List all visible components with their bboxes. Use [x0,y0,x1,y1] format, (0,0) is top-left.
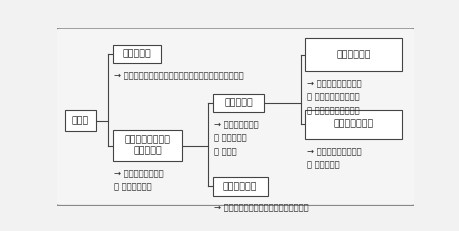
Text: → 医療行為により: → 医療行為により [213,120,258,129]
Text: おそれがある廃棄物: おそれがある廃棄物 [306,106,358,115]
FancyBboxPatch shape [55,28,415,206]
Text: 非医療廃棄物: 非医療廃棄物 [223,182,257,191]
Text: → 住居と一緒の診療所等で、家庭から排出された廃棄物: → 住居と一緒の診療所等で、家庭から排出された廃棄物 [114,71,243,80]
Text: 廃棄物: 廃棄物 [213,147,236,156]
Text: 生じた廃棄物: 生じた廃棄物 [114,182,151,191]
Text: → 感染性廃棄物以外の: → 感染性廃棄物以外の [306,147,360,156]
Text: → 人の健康または生活: → 人の健康または生活 [306,79,360,88]
Text: 医療廃棄物: 医療廃棄物 [306,160,339,169]
Bar [212,177,267,196]
Text: 家庭廃棄物: 家庭廃棄物 [122,49,151,58]
Bar [305,109,401,139]
Text: 非感染性廃棄物: 非感染性廃棄物 [332,120,373,129]
Bar [305,38,401,71]
Text: → 事業活動に伴って: → 事業活動に伴って [114,169,163,178]
Text: 事業系一般廃棄物: 事業系一般廃棄物 [124,135,170,144]
Bar [112,130,182,161]
Text: 産業廃棄物: 産業廃棄物 [133,146,162,155]
Bar [112,45,161,63]
Text: 環境に被害を生じる: 環境に被害を生じる [306,93,358,102]
Bar [212,94,264,112]
Text: 医療廃棄物: 医療廃棄物 [224,98,252,107]
Text: 廃棄物: 廃棄物 [72,116,89,125]
Bar [65,110,95,131]
Text: → 医療行為以外により排出された廃棄物: → 医療行為以外により排出された廃棄物 [213,204,308,213]
Text: 排出された: 排出された [213,134,246,143]
Text: 感染性廃棄物: 感染性廃棄物 [336,50,370,59]
